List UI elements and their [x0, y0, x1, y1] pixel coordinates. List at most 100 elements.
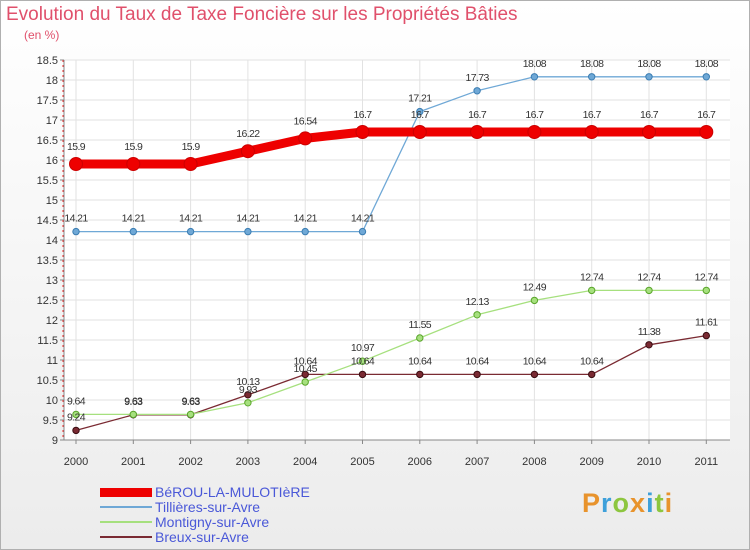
- y-tick-label: 17: [46, 115, 58, 127]
- legend-item: BéROU-LA-MULOTIèRE: [100, 484, 340, 500]
- chart-title: Evolution du Taux de Taxe Foncière sur l…: [6, 4, 518, 25]
- data-label-tillieres: 14.21: [122, 213, 146, 225]
- data-point-breux: [301, 370, 309, 379]
- legend-label-berou: BéROU-LA-MULOTIèRE: [155, 484, 310, 500]
- data-point-berou: [412, 125, 427, 139]
- data-point-berou: [584, 125, 599, 139]
- data-label-breux: 9.63: [124, 396, 143, 408]
- data-point-berou: [240, 144, 255, 159]
- legend: BéROU-LA-MULOTIèRE Tillières-sur-Avre Mo…: [100, 484, 340, 545]
- legend-label-tillieres: Tillières-sur-Avre: [155, 499, 261, 515]
- data-label-montigny: 9.63: [124, 395, 143, 407]
- data-label-montigny: 12.74: [695, 271, 719, 283]
- y-tick-label: 11.5: [37, 335, 58, 347]
- data-label-breux: 11.61: [695, 317, 718, 329]
- data-point-berou: [642, 125, 656, 139]
- data-label-montigny: 10.45: [294, 363, 318, 375]
- x-tick-label: 2004: [293, 456, 317, 468]
- y-tick-label: 13: [46, 275, 58, 287]
- x-tick-label: 2003: [236, 456, 260, 468]
- data-point-berou: [126, 157, 141, 171]
- data-label-breux: 10.13: [236, 376, 260, 388]
- data-point-tillieres: [473, 87, 481, 95]
- data-label-berou: 16.7: [468, 109, 487, 121]
- series-line-tillieres: [75, 76, 707, 233]
- data-point-montigny: [530, 296, 539, 305]
- data-point-breux: [530, 370, 539, 379]
- data-point-tillieres: [645, 73, 653, 81]
- y-tick-label: 10: [46, 395, 58, 407]
- y-tick-label: 18.5: [37, 55, 58, 67]
- x-tick-label: 2005: [350, 456, 374, 468]
- data-point-tillieres: [416, 107, 424, 116]
- legend-item: Montigny-sur-Avre: [100, 514, 340, 530]
- series-line-montigny: [75, 289, 707, 416]
- data-point-tillieres: [702, 73, 710, 81]
- x-tick-label: 2010: [637, 456, 661, 468]
- data-label-breux: 9.63: [182, 396, 201, 408]
- logo-letter: x: [630, 488, 647, 518]
- data-label-tillieres: 18.08: [523, 58, 547, 70]
- axes: 9 9.5 10 10.5 11 11.5 12 12.5 13 13.5 14 14.5 15 15.5…: [37, 55, 730, 468]
- data-label-breux: 11.38: [638, 326, 661, 338]
- data-point-montigny: [702, 286, 710, 295]
- data-label-montigny: 12.13: [465, 296, 489, 308]
- legend-item: Breux-sur-Avre: [100, 529, 340, 545]
- data-label-breux: 9.24: [67, 411, 86, 423]
- data-label-tillieres: 14.21: [351, 213, 375, 225]
- data-point-montigny: [72, 410, 80, 419]
- legend-label-montigny: Montigny-sur-Avre: [155, 514, 270, 530]
- y-tick-label: 18: [46, 75, 58, 87]
- data-label-berou: 16.7: [640, 109, 659, 121]
- y-tick-label: 9: [52, 435, 58, 447]
- x-tick-label: 2008: [522, 456, 546, 468]
- data-point-berou: [69, 157, 83, 171]
- data-label-breux: 10.64: [294, 355, 318, 367]
- data-point-tillieres: [129, 227, 138, 236]
- data-label-berou: 16.7: [583, 109, 602, 121]
- data-point-berou: [527, 125, 542, 139]
- data-point-montigny: [186, 410, 195, 419]
- logo-letter: o: [612, 488, 631, 518]
- data-point-tillieres: [301, 227, 309, 236]
- data-label-berou: 16.54: [294, 115, 318, 127]
- logo-letter: t: [654, 488, 665, 518]
- data-labels: 15.9 15.9 15.9 16.22 16.54 16.7 16.7 16.7 16.7 16…: [64, 58, 719, 424]
- y-tick-label: 15: [46, 195, 58, 207]
- data-label-berou: 16.22: [236, 128, 260, 140]
- y-tick-label: 14: [46, 235, 58, 247]
- data-label-montigny: 9.93: [239, 384, 258, 396]
- data-label-tillieres: 17.73: [465, 72, 489, 84]
- data-point-breux: [244, 391, 252, 399]
- chart-unit: (en %): [24, 28, 60, 42]
- data-point-tillieres: [72, 227, 80, 236]
- data-label-montigny: 11.55: [409, 319, 432, 331]
- data-point-breux: [72, 426, 80, 435]
- data-point-berou: [298, 131, 313, 146]
- data-point-montigny: [473, 311, 481, 319]
- data-point-berou: [699, 125, 714, 139]
- data-label-montigny: 9.64: [67, 395, 86, 407]
- y-tick-label: 16: [46, 155, 58, 167]
- legend-swatch-tillieres: [100, 506, 152, 508]
- data-point-tillieres: [244, 227, 252, 236]
- data-point-breux: [416, 370, 424, 379]
- data-point-montigny: [129, 410, 138, 419]
- y-tick-label: 12: [46, 315, 58, 327]
- legend-item: Tillières-sur-Avre: [100, 499, 340, 515]
- data-label-montigny: 9.63: [182, 395, 201, 407]
- x-tick-label: 2001: [121, 456, 145, 468]
- plot-area: [64, 60, 730, 440]
- data-point-breux: [702, 331, 710, 340]
- y-tick-label: 14.5: [37, 215, 58, 227]
- data-label-tillieres: 14.21: [236, 213, 260, 225]
- y-tick-label: 16.5: [37, 135, 58, 147]
- data-label-tillieres: 18.08: [637, 58, 661, 70]
- data-label-berou: 16.7: [697, 109, 716, 121]
- x-tick-label: 2007: [465, 456, 489, 468]
- data-label-montigny: 12.74: [580, 271, 604, 283]
- x-tick-label: 2011: [694, 456, 718, 468]
- data-label-tillieres: 14.21: [179, 213, 203, 225]
- x-tick-label: 2006: [408, 456, 432, 468]
